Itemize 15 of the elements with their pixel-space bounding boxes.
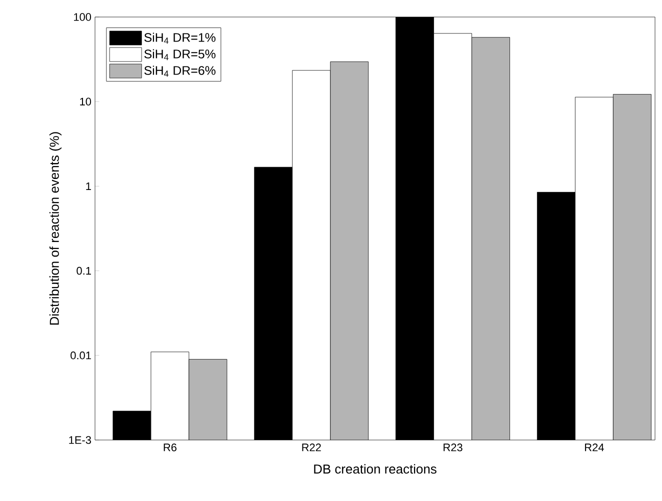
x-axis-title: DB creation reactions: [314, 464, 436, 474]
y-tick-label: 100: [74, 13, 92, 21]
y-tick-label: 0.1: [76, 266, 91, 275]
x-tick-label: R6: [164, 444, 176, 452]
x-tick-label: R22: [302, 444, 321, 452]
x-tick-label: R24: [585, 444, 604, 452]
legend-label: SiH$_{4}$ DR=1%: [144, 32, 216, 44]
legend-label: SiH$_{4}$ DR=5%: [144, 49, 216, 60]
y-tick-label: 1E-3: [69, 436, 91, 444]
y-tick-label: 0.01: [70, 352, 91, 360]
y-axis-title: Distribution of reaction events (%): [49, 132, 62, 325]
legend-label: SiH$_{4}$ DR=6%: [144, 66, 216, 77]
y-tick-label: 10: [80, 98, 92, 106]
y-tick-label: 1: [86, 182, 91, 190]
x-tick-label: R23: [444, 444, 462, 452]
